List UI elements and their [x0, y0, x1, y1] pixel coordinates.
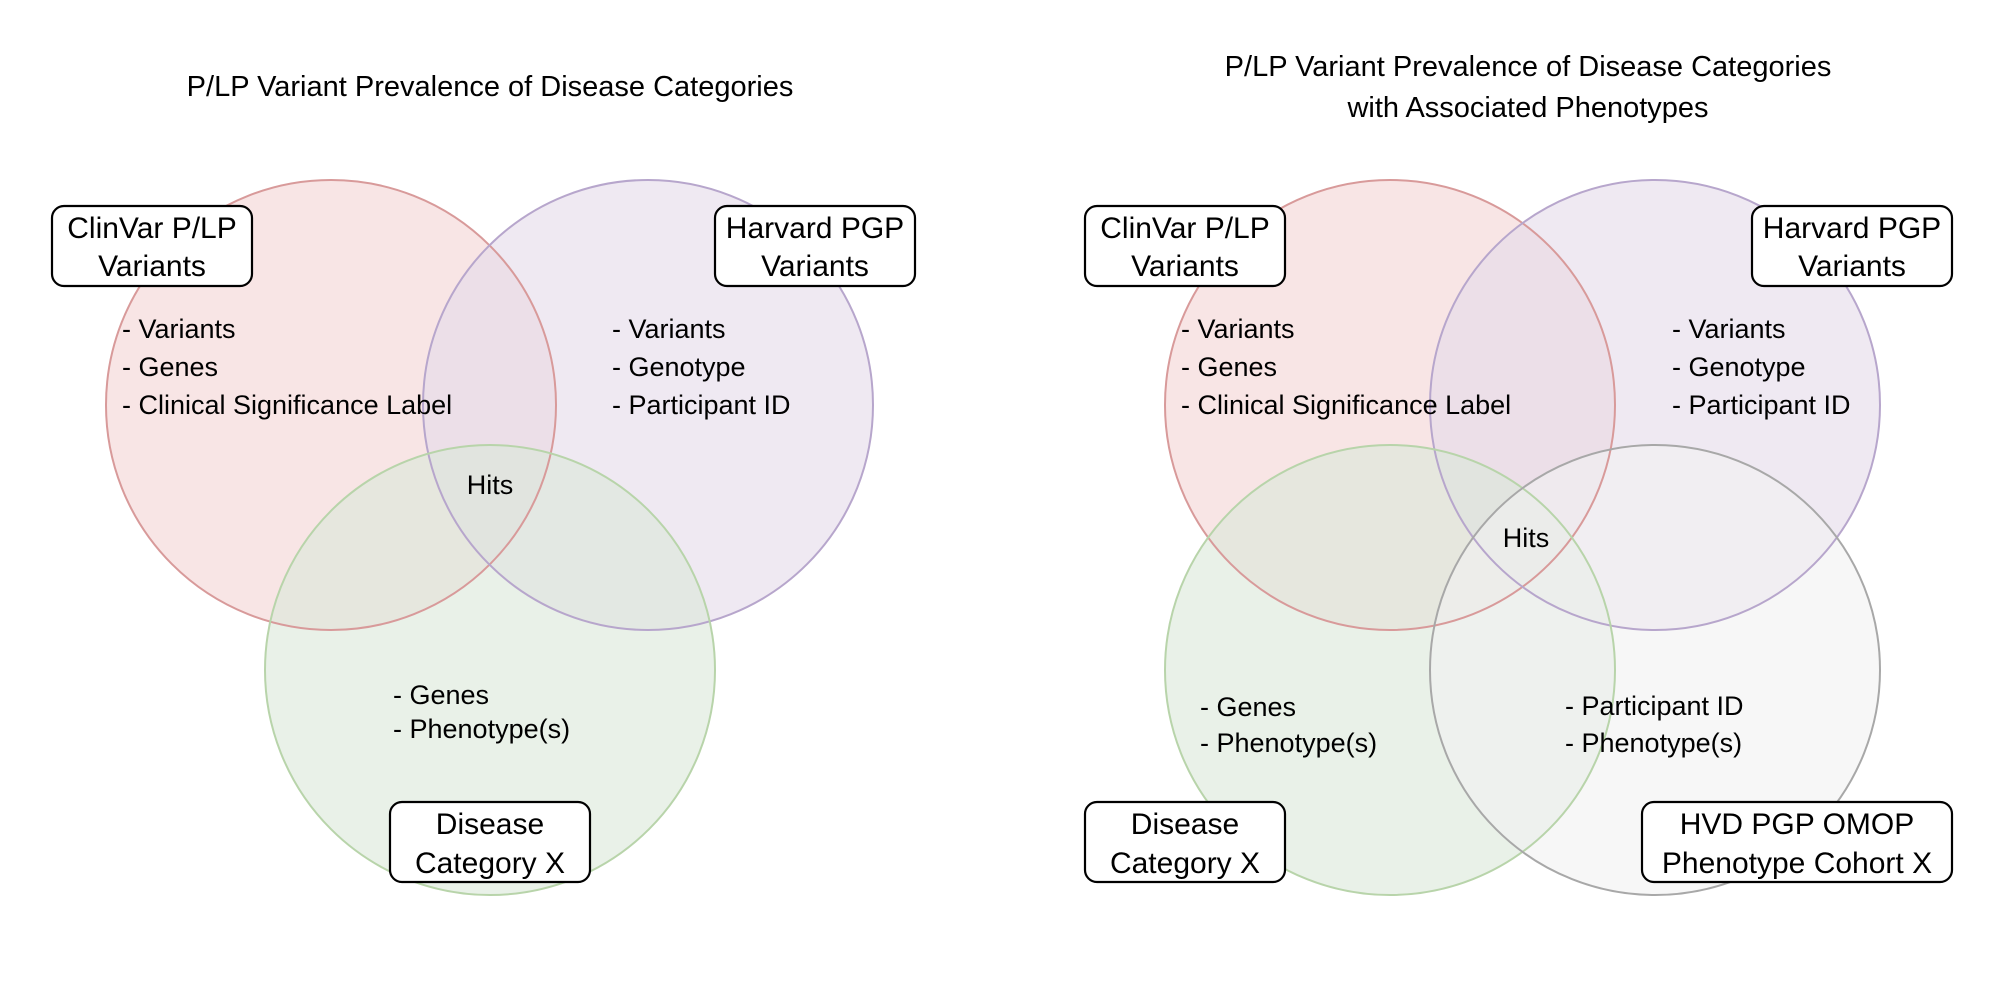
left-harvard-label-box: Harvard PGP Variants [713, 204, 917, 288]
left-harvard-pgp-outline [422, 179, 874, 631]
left-harvard-item: - Participant ID [612, 390, 791, 420]
right-harvard-item: - Variants [1672, 314, 1786, 344]
label-line: Category X [1110, 847, 1260, 880]
label-line: Category X [415, 847, 565, 880]
right-omop-label-box: HVD PGP OMOP Phenotype Cohort X [1640, 800, 1954, 884]
right-clinvar-item: - Clinical Significance Label [1181, 390, 1511, 420]
right-disease-item: - Genes [1200, 692, 1296, 722]
left-disease-item: - Phenotype(s) [393, 714, 570, 744]
right-disease-category-outline [1164, 444, 1616, 896]
right-clinvar-item: - Genes [1181, 352, 1277, 382]
left-harvard-item: - Variants [612, 314, 726, 344]
right-harvard-item: - Participant ID [1672, 390, 1851, 420]
label-line: Variants [98, 250, 206, 283]
right-harvard-pgp-outline [1429, 179, 1881, 631]
label-line: Disease [1131, 808, 1239, 841]
right-omop-cohort-circle [1430, 445, 1880, 895]
label-line: Variants [1798, 250, 1906, 283]
right-harvard-item: - Genotype [1672, 352, 1806, 382]
label-line: Harvard PGP [726, 212, 904, 245]
right-clinvar-item: - Variants [1181, 314, 1295, 344]
label-line: Disease [436, 808, 544, 841]
left-disease-category-circle [265, 445, 715, 895]
label-line: HVD PGP OMOP [1680, 808, 1915, 841]
right-omop-cohort-outline [1429, 444, 1881, 896]
left-clinvar-label-box: ClinVar P/LP Variants [50, 204, 254, 288]
right-diagram-title-line: with Associated Phenotypes [1346, 92, 1708, 124]
label-line: Phenotype Cohort X [1662, 847, 1932, 880]
left-disease-category-outline [264, 444, 716, 896]
right-hits-label: Hits [1503, 523, 1550, 553]
right-disease-label-box: Disease Category X [1083, 800, 1287, 884]
left-clinvar-item: - Clinical Significance Label [122, 390, 452, 420]
right-omop-item: - Participant ID [1565, 691, 1744, 721]
label-line: Variants [1131, 250, 1239, 283]
left-clinvar-outline [105, 179, 557, 631]
right-clinvar-label-box: ClinVar P/LP Variants [1083, 204, 1287, 288]
label-line: Harvard PGP [1763, 212, 1941, 245]
left-clinvar-item: - Genes [122, 352, 218, 382]
left-clinvar-item: - Variants [122, 314, 236, 344]
left-harvard-item: - Genotype [612, 352, 746, 382]
left-disease-item: - Genes [393, 680, 489, 710]
left-venn-diagram: P/LP Variant Prevalence of Disease Categ… [50, 71, 917, 896]
right-disease-item: - Phenotype(s) [1200, 728, 1377, 758]
left-hits-label: Hits [467, 470, 514, 500]
right-diagram-title-line: P/LP Variant Prevalence of Disease Categ… [1225, 51, 1832, 83]
label-line: ClinVar P/LP [1100, 212, 1270, 245]
right-omop-item: - Phenotype(s) [1565, 728, 1742, 758]
right-harvard-label-box: Harvard PGP Variants [1750, 204, 1954, 288]
left-diagram-title: P/LP Variant Prevalence of Disease Categ… [187, 71, 794, 103]
right-clinvar-outline [1164, 179, 1616, 631]
left-disease-label-box: Disease Category X [388, 800, 592, 884]
label-line: ClinVar P/LP [67, 212, 237, 245]
right-venn-diagram: P/LP Variant Prevalence of Disease Categ… [1083, 51, 1954, 896]
label-line: Variants [761, 250, 869, 283]
